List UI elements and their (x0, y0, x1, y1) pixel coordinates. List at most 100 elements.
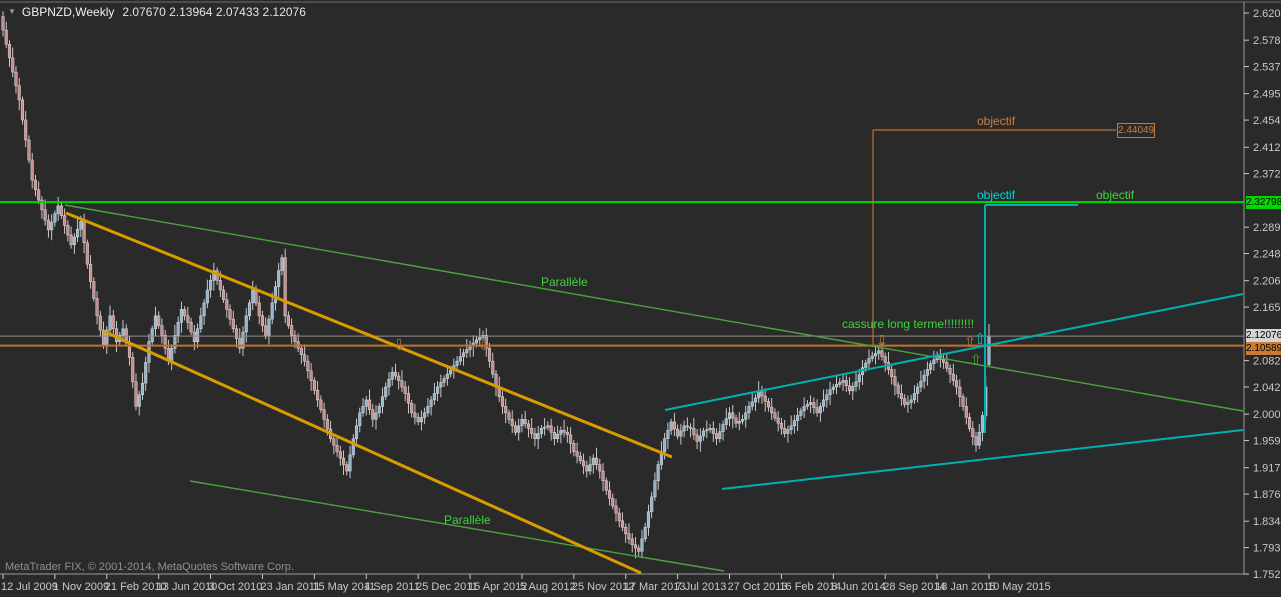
candle-body (951, 373, 955, 381)
orange-channel-lower-trendline[interactable] (102, 329, 642, 575)
candle-body (702, 430, 706, 437)
date-tick-label: 3 Oct 2010 (209, 581, 263, 593)
candle-body (822, 399, 826, 407)
candle-body (672, 421, 676, 430)
candle-body (533, 433, 537, 439)
candle-body (734, 417, 738, 424)
candle-body (393, 371, 398, 377)
candle-body (46, 219, 50, 231)
candle-body (50, 221, 54, 231)
candle-body (792, 420, 796, 427)
price-tick-label: 1.91720 (1253, 463, 1281, 475)
candle-body (277, 270, 281, 288)
candle-body (423, 412, 427, 418)
chevron-down-icon[interactable]: ▼ (8, 7, 16, 16)
cassure-long-terme-label[interactable]: cassure long terme!!!!!!!!! (842, 317, 975, 331)
candle-body (374, 412, 378, 420)
candle-body (234, 328, 239, 339)
candle-body (948, 367, 952, 375)
date-tick-label: 21 Feb 2010 (105, 581, 167, 593)
candle-body (199, 315, 203, 330)
up-arrow-icon[interactable]: ⇧ (964, 333, 977, 351)
candle-body (20, 99, 25, 121)
candle-body (478, 336, 482, 341)
candle-body (666, 430, 670, 439)
objectif-label-green[interactable]: objectif (1096, 188, 1135, 202)
target-price-tag[interactable]: 2.44049 (1117, 123, 1155, 138)
candle-body (212, 270, 216, 281)
candle-body (727, 412, 732, 419)
objectif-label-orange[interactable]: objectif (977, 114, 1016, 128)
candle-body (202, 302, 206, 317)
candle-body (293, 335, 297, 342)
candle-body (413, 412, 417, 418)
candle-body (627, 533, 631, 540)
candle-body (150, 328, 154, 342)
candle-body (740, 419, 745, 422)
candle-body (338, 451, 342, 459)
candle-body (835, 384, 839, 388)
candle-body (556, 433, 560, 439)
candle-body (419, 417, 423, 423)
price-tick-label: 1.87640 (1253, 489, 1281, 501)
candle-body (400, 380, 404, 388)
candle-body (273, 286, 277, 304)
candle-body (838, 382, 842, 385)
candle-body (14, 71, 18, 86)
candle-body (449, 369, 453, 375)
price-tick-label: 2.16560 (1253, 302, 1281, 314)
candle-body (841, 380, 845, 383)
candle-body (432, 393, 436, 401)
candle-body (763, 395, 767, 402)
candle-body (222, 289, 226, 300)
date-tick-label: 8 Jun 2014 (831, 581, 885, 593)
parallele-lower-trendline[interactable] (189, 480, 725, 572)
candle-body (173, 335, 177, 349)
candle-body (153, 315, 157, 330)
candle-body (760, 391, 764, 397)
candle-body (429, 399, 433, 407)
up-arrow-icon[interactable]: ⇧ (974, 330, 987, 348)
candle-body (698, 435, 702, 442)
candle-body (971, 428, 975, 438)
candle-body (569, 434, 573, 444)
candle-body (43, 209, 47, 221)
candle-body (656, 464, 660, 482)
parallele-upper-trendline[interactable] (64, 204, 1244, 412)
candle-body (37, 189, 41, 201)
down-arrow-icon[interactable]: ⇩ (393, 336, 406, 354)
candle-body (562, 430, 566, 433)
price-tick-label: 1.79360 (1253, 543, 1281, 555)
orange-channel-upper-trendline[interactable] (65, 211, 673, 459)
candle-body (640, 538, 644, 552)
candle-body (92, 281, 96, 299)
candle-body (663, 438, 667, 452)
candle-body (176, 322, 180, 336)
candle-body (380, 396, 385, 407)
candle-body (955, 380, 959, 388)
candle-body (766, 400, 770, 408)
down-arrow-icon[interactable]: ⇩ (876, 332, 889, 350)
price-tick-label: 2.24840 (1253, 249, 1281, 261)
cyan-channel-lower-trendline[interactable] (721, 429, 1244, 490)
date-tick-label: 13 Jun 2010 (157, 581, 218, 593)
candle-body (244, 315, 248, 333)
objectif-label-cyan[interactable]: objectif (977, 188, 1016, 202)
candle-body (59, 205, 63, 216)
cyan-channel-upper-trendline[interactable] (664, 293, 1244, 411)
resistance-price-tag: 2.32798 (1246, 196, 1281, 209)
candle-body (218, 280, 222, 291)
candle-body (929, 363, 933, 370)
candle-body (316, 389, 320, 401)
up-arrow-icon[interactable]: ⇧ (970, 351, 983, 369)
candle-body (873, 353, 878, 357)
parallele-upper-label[interactable]: Parallèle (541, 275, 588, 289)
candle-body (455, 360, 459, 366)
down-arrow-icon[interactable]: ⇩ (478, 336, 491, 354)
candle-body (144, 362, 148, 384)
candle-body (445, 373, 449, 379)
parallele-lower-label[interactable]: Parallèle (444, 513, 491, 527)
candle-body (598, 464, 602, 472)
candle-body (247, 302, 252, 317)
